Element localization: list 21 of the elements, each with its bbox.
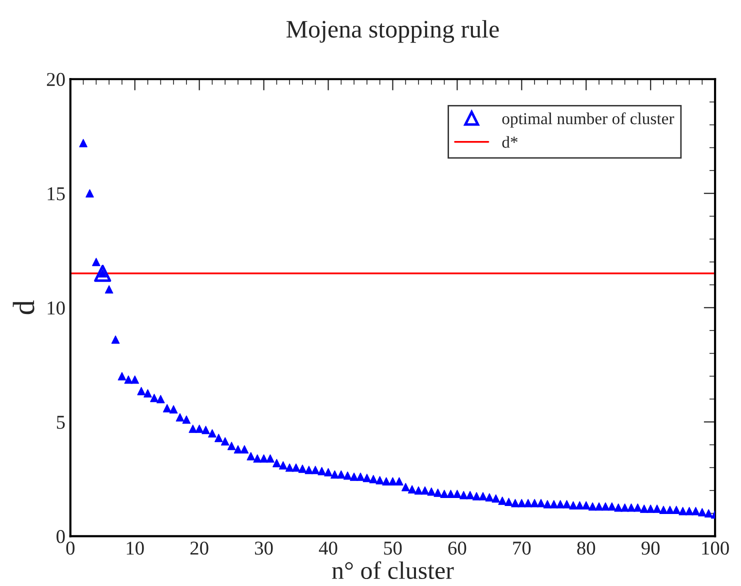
x-tick-label: 40	[318, 542, 338, 555]
chart-title: Mojena stopping rule	[286, 20, 499, 43]
x-tick-label: 70	[513, 542, 531, 555]
x-axis-title: n° of cluster	[332, 561, 454, 580]
y-axis-title: d	[12, 300, 34, 314]
x-tick-label: 80	[577, 542, 596, 555]
x-tick-label: 100	[702, 542, 729, 555]
x-tick-label: 0	[66, 542, 75, 555]
legend-label: optimal number of cluster	[502, 112, 674, 128]
x-tick-label: 10	[126, 542, 144, 555]
x-tick-label: 60	[448, 542, 466, 555]
y-tick-label: 20	[46, 72, 65, 86]
y-tick-label: 5	[56, 416, 65, 429]
x-tick-label: 50	[384, 542, 402, 555]
y-tick-label: 15	[48, 187, 65, 200]
x-tick-label: 30	[255, 542, 273, 555]
y-tick-label: 0	[56, 530, 65, 544]
legend-label: d*	[502, 136, 518, 148]
y-tick-label: 10	[48, 301, 65, 315]
x-tick-label: 20	[190, 542, 208, 555]
x-tick-label: 90	[642, 542, 660, 555]
